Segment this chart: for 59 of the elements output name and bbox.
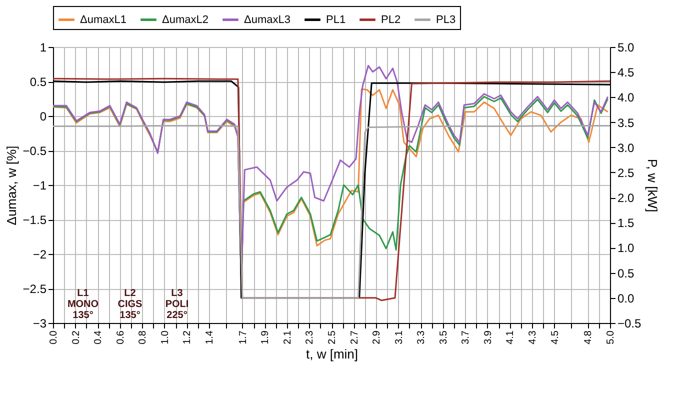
x-tick-label: 2.7 — [349, 330, 360, 344]
y-tick-label: −1 — [32, 178, 47, 192]
y2-tick-label: 1.5 — [618, 216, 635, 230]
y-tick-label: −2.5 — [22, 282, 47, 296]
legend-label: ΔumaxL1 — [80, 14, 126, 26]
y2-tick-label: 5.0 — [618, 40, 635, 54]
x-tick-label: 4.1 — [505, 330, 516, 344]
y2-tick-label: 1.0 — [618, 241, 635, 256]
legend-label: PL1 — [326, 14, 346, 26]
y2-tick-label: 4.5 — [618, 66, 635, 80]
x-tick-label: 4.3 — [528, 330, 539, 344]
x-axis-title: t, w [min] — [306, 346, 358, 362]
legend-label: PL2 — [381, 14, 401, 26]
y2-tick-label: 3.5 — [618, 116, 635, 130]
y-tick-label: −3 — [32, 316, 47, 330]
x-tick-label: 2.9 — [372, 330, 383, 344]
y-tick-label: −0.5 — [22, 144, 47, 158]
x-tick-label: 0.4 — [93, 330, 104, 344]
y-tick-label: 0 — [40, 110, 47, 124]
x-tick-label: 1.2 — [182, 330, 194, 344]
y2-tick-label: −0.5 — [618, 316, 642, 330]
y2-tick-label: 2.5 — [618, 166, 635, 180]
legend-label: ΔumaxL2 — [162, 14, 208, 26]
x-tick-label: 1.0 — [160, 330, 171, 344]
y2-tick-label: 0.5 — [618, 266, 635, 280]
x-tick-label: 3.9 — [482, 330, 494, 344]
x-tick-label: 1.4 — [204, 330, 216, 344]
x-tick-label: 1.9 — [260, 330, 272, 344]
annotation: L3 POLI 225° — [165, 288, 189, 321]
annotation: L1 MONO 135° — [67, 288, 99, 321]
y-axis-title: Δumax, w [%] — [4, 146, 19, 226]
line-series — [53, 125, 610, 299]
x-tick-label: 2.5 — [327, 330, 338, 344]
x-tick-label: 3.7 — [460, 330, 472, 344]
y-tick-label: 0.5 — [30, 75, 47, 89]
y-tick-label: −2 — [32, 248, 47, 262]
y2-tick-label: 4.0 — [618, 90, 635, 105]
x-tick-label: 0.2 — [70, 330, 82, 344]
y2-tick-label: 3.0 — [618, 140, 635, 155]
annotation: L2 CIGS 135° — [118, 288, 143, 321]
x-tick-label: 0.0 — [48, 330, 60, 344]
x-tick-label: 1.7 — [238, 330, 249, 344]
x-tick-label: 2.3 — [304, 330, 316, 344]
x-tick-label: 3.5 — [438, 330, 450, 344]
x-tick-label: 4.8 — [583, 330, 594, 344]
legend-label: ΔumaxL3 — [244, 14, 290, 26]
x-tick-label: 0.6 — [115, 330, 126, 344]
x-tick-label: 3.3 — [416, 330, 428, 344]
y-tick-label: 1 — [40, 40, 47, 54]
y2-tick-label: 0.0 — [618, 291, 635, 306]
y-tick-label: −1.5 — [22, 213, 47, 227]
x-tick-label: 5.0 — [606, 330, 616, 344]
y2-tick-label: 2.0 — [618, 191, 635, 206]
x-tick-label: 0.8 — [138, 330, 149, 344]
x-tick-label: 3.1 — [394, 330, 405, 344]
x-tick-label: 2.1 — [282, 330, 294, 344]
y2-axis-title: P, w [kW] — [645, 158, 660, 212]
x-tick-label: 4.5 — [550, 330, 561, 344]
legend-label: PL3 — [436, 14, 456, 26]
